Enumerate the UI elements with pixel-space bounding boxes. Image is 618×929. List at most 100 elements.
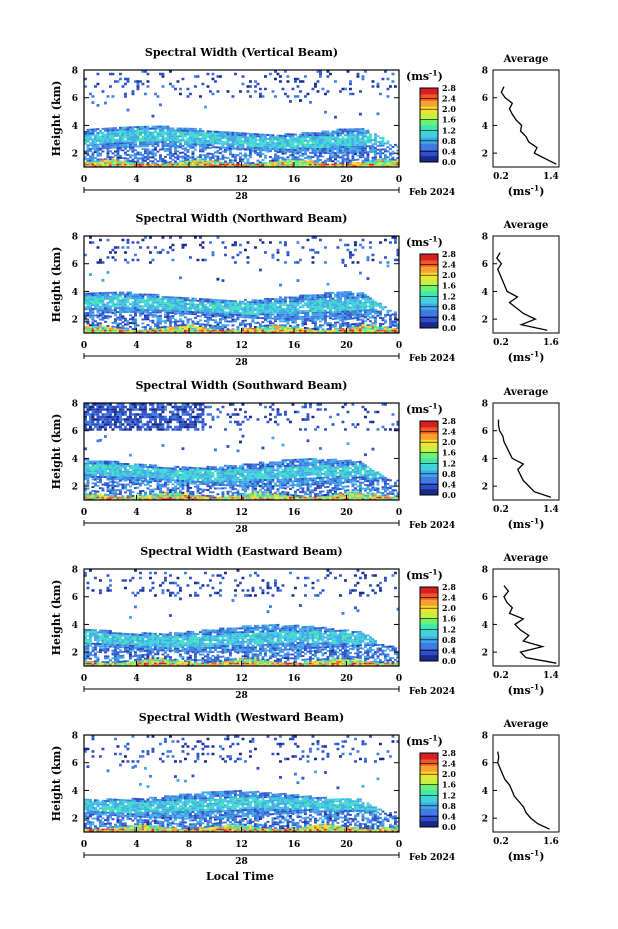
heat-cell-gap [124,153,127,156]
heat-cell-gap [126,321,130,324]
heat-cell-band [314,140,317,143]
heat-cell-gap [186,145,190,148]
heat-cell-upper [351,92,355,96]
heat-cell-band [254,299,257,302]
heat-cell-band [359,296,362,299]
heat-cell-band [316,144,320,146]
heat-cell-band [321,296,325,299]
heat-cell-gap [89,314,92,317]
heat-cell-gap [136,161,140,164]
heat-cell-band [86,468,90,471]
heat-cell-band [324,138,327,141]
heat-cell-surface [286,165,290,167]
heat-cell-upper [126,77,130,81]
heat-cell-band [286,313,290,316]
heat-cell-band [211,140,215,143]
heat-cell-band [376,144,380,147]
heat-cell-band [91,300,95,303]
colorbar-tick-label: 0.0 [442,323,456,333]
heat-cell-band [349,310,352,313]
heat-cell-band [111,137,115,139]
heat-cell-surface [186,328,190,330]
heat-cell-band [239,316,242,319]
heat-cell-band [369,141,372,144]
heat-cell-band [304,149,307,152]
heat-cell-surface [144,163,147,166]
heat-cell-upper [96,405,100,409]
heat-cell-band [326,148,330,150]
heat-cell-band [184,306,187,309]
heat-cell-band [181,298,185,301]
heat-cell-band [156,301,160,304]
heat-cell-surface [206,160,210,163]
heat-cell-gap [154,323,157,326]
heat-cell-band [254,137,257,140]
heat-cell-gap [314,154,317,157]
heat-cell-surface [161,163,165,166]
heat-cell-surface [194,328,197,330]
heat-cell-band [276,307,280,310]
heat-cell-gap [246,148,250,151]
heat-cell-gap [209,326,212,329]
heat-cell-surface [101,326,105,329]
heat-cell-band [134,303,137,306]
heat-cell-gap [329,154,332,157]
heat-cell-gap [186,149,190,152]
heat-cell-band [389,309,392,312]
heat-cell-gap [229,147,232,150]
heat-cell-band [239,300,242,303]
heat-cell-gap [244,156,247,159]
heat-cell-band [189,299,192,302]
heat-cell-upper [249,95,252,98]
heat-cell-band [144,145,147,148]
heat-cell-band [101,307,105,310]
heat-cell-band [274,150,277,152]
heat-cell-surface [191,165,195,167]
heat-cell-gap [389,152,392,155]
heat-cell-surface [174,328,177,330]
heat-cell-band [289,298,292,301]
heat-cell-band [284,312,287,314]
heat-cell-band [121,305,125,308]
heat-cell-band [124,295,127,298]
heat-cell-surface [304,331,307,333]
heat-cell-band [289,306,292,309]
heat-cell-band [281,311,285,314]
heat-cell-band [349,128,352,131]
heat-cell-upper [246,241,250,244]
heat-cell-gap [84,316,87,319]
heat-cell-surface [384,329,387,332]
heat-cell-surface [166,328,170,330]
heat-cell-band [336,314,340,317]
heat-cell-band [354,141,357,144]
heat-cell-band [274,302,277,305]
heat-cell-surface [219,160,222,163]
heat-cell-band [159,139,162,142]
heat-cell-surface [89,165,92,167]
heat-cell-surface [151,331,155,333]
heat-cell-surface [309,163,312,166]
heat-cell-upper [149,251,152,254]
heat-cell-band [96,307,100,310]
heat-cell-band [169,296,172,299]
heat-cell-upper [109,251,112,254]
heat-cell-surface [284,326,287,329]
heat-cell-gap [134,326,137,329]
heat-cell-gap [294,156,297,159]
heat-cell-band [236,143,240,146]
heat-cell-band [89,474,92,477]
heat-cell-band [354,300,357,303]
heat-cell-surface [164,329,167,332]
heat-cell-gap [286,156,290,159]
panel-title: Spectral Width (Vertical Beam) [145,46,338,59]
heat-cell-band [394,143,397,146]
heat-cell-band [154,295,157,298]
heat-cell-band [119,293,122,296]
heat-cell-band [209,300,212,303]
heat-cell-band [199,145,202,148]
heat-cell-upper [199,95,202,98]
heat-cell-band [359,141,362,144]
heat-cell-surface [221,331,225,333]
heat-cell-band [261,301,265,304]
heat-cell-surface [296,329,300,332]
